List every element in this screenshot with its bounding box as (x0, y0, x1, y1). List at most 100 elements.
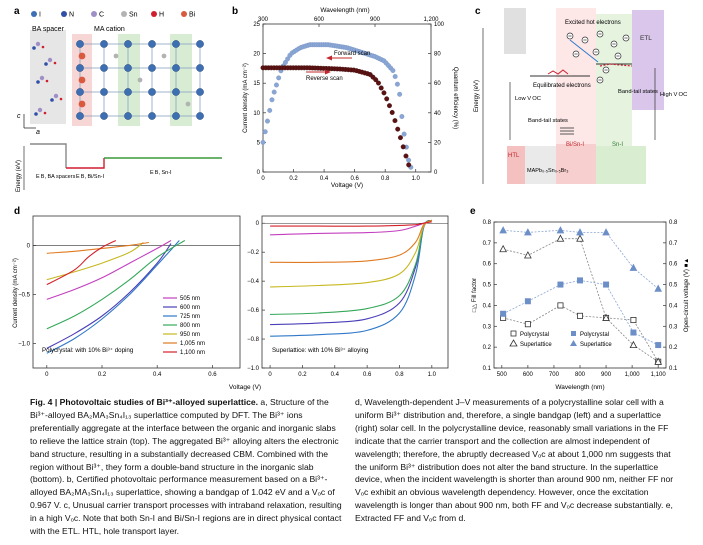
ff-poly-marker (557, 302, 564, 309)
y-tick-label-d-right: 0 (256, 221, 260, 227)
band-tail-left-label: Band-tail states (528, 118, 568, 124)
jv-curve-left-1100nm (46, 240, 117, 286)
x-tick-label-b: 0 (261, 176, 265, 182)
ff-super-marker (654, 357, 663, 365)
y-left-title-e: □△ Fill factor (472, 278, 478, 312)
jv-point (387, 103, 392, 109)
eqe-point (262, 129, 268, 135)
voc-super-marker (499, 226, 507, 234)
ff-poly-marker (577, 312, 584, 319)
x-tick-label-d-left: 0.6 (208, 372, 217, 378)
iodine-atom (196, 88, 204, 96)
y-tick-label-b: 15 (253, 81, 260, 87)
y-right-tick-label-e: 0.6 (669, 262, 678, 268)
jv-curve-left-505nm (46, 240, 172, 300)
y-right-tick-label-b: 40 (434, 111, 441, 117)
carbon-atom (37, 107, 43, 113)
y-right-tick-label-b: 60 (434, 81, 441, 87)
panel-a-label: a (14, 6, 20, 17)
reverse-arrow-head (325, 69, 331, 75)
voc-super-marker (524, 228, 532, 236)
hydrogen-atom (41, 45, 45, 49)
top-tick-label-b: 1,200 (423, 17, 439, 23)
eqe-point (276, 75, 282, 81)
jv-point (384, 96, 390, 102)
voc-poly-marker (655, 342, 662, 349)
eqe-point (406, 157, 412, 163)
ff-super-marker (576, 234, 584, 242)
panel-c: c Energy (eV) Excited hot electrons ETL … (474, 6, 687, 184)
x-tick-label-b: 0.6 (350, 176, 359, 182)
x-tick-label-b: 0.8 (381, 176, 390, 182)
y-tick-label-d-right: −0.6 (247, 308, 260, 314)
y-right-tick-label-b: 100 (434, 22, 445, 28)
caption-left: Fig. 4 | Photovoltaic studies of Bi³⁺-al… (30, 396, 342, 538)
panel-d-left-series (46, 240, 186, 354)
jv-curve-right-1100nm (270, 221, 432, 227)
panel-d-legend: 505 nm 600 nm 725 nm 800 nm 950 nm 1,005 nm 1,… (163, 296, 205, 356)
voc-poly-marker (557, 281, 564, 288)
x-tick-label-d-left: 0.2 (98, 372, 107, 378)
voc-super-marker (654, 284, 663, 292)
tin-atom (161, 53, 167, 59)
htl-label: HTL (508, 153, 520, 159)
y-tick-label-d-right: −0.8 (247, 337, 260, 343)
ff-super-marker (602, 313, 610, 321)
eqe-point (271, 89, 277, 95)
jv-curve-right-1005nm (270, 219, 433, 263)
panel-e-legend: Polycrystal Superlattice Polycrystal Sup… (509, 330, 612, 348)
legend-atom-i-icon (31, 11, 37, 17)
iodine-atom (148, 40, 156, 48)
legend-label-1: 600 nm (180, 305, 200, 311)
iodine-atom (196, 112, 204, 120)
jv-point (406, 162, 412, 168)
x-title-e: Wavelength (nm) (555, 384, 604, 391)
bi-sn-vb-block (556, 144, 596, 184)
iodine-atom (148, 112, 156, 120)
jv-point (395, 126, 401, 132)
y-right-tick-label-b: 80 (434, 52, 441, 58)
forward-arrow-head (326, 55, 332, 61)
iodine-atom (100, 112, 108, 120)
eqe-point (401, 131, 407, 137)
gray-cb-block (504, 8, 526, 54)
e-bi-sn-label: E B, Bi/Sn-I (76, 174, 104, 180)
legend-label-3: 800 nm (180, 323, 200, 329)
x-tick-label-b: 0.4 (320, 176, 329, 182)
jv-point (403, 153, 409, 159)
ff-poly-marker (524, 321, 531, 328)
iodine-atom (100, 40, 108, 48)
crystal-structure (32, 40, 204, 120)
y-tick-label-b: 0 (257, 170, 261, 176)
caption-left-body: a, Structure of the Bi³⁺-alloyed BA₂MA₃S… (30, 397, 342, 537)
legend-atom-bi-icon (181, 11, 187, 17)
caption-right-body: d, Wavelength-dependent J–V measurements… (355, 397, 674, 524)
eqe-point (399, 114, 405, 119)
legend-atom-c-icon (91, 11, 97, 17)
iodine-atom (148, 88, 156, 96)
mapb-label: MAPb₀.₅Sn₀.₅Br₃ (527, 168, 569, 174)
jv-curve-left-725nm (46, 240, 180, 354)
sn-region-band-1 (118, 34, 140, 126)
excited-label: Excited hot electrons (565, 20, 621, 26)
electron-symbols (566, 30, 630, 84)
voc-poly-marker (577, 277, 584, 284)
legend-atom-bi-label: Bi (189, 12, 196, 19)
ff-super-marker (524, 251, 532, 259)
legend-super-ff-label: Superlattice (520, 342, 552, 348)
y-tick-label-e: 0.6 (483, 262, 492, 268)
iodine-atom (100, 88, 108, 96)
low-voc-label: Low V OC (515, 96, 541, 102)
jv-point (376, 80, 381, 86)
x-tick-label-e: 500 (497, 372, 508, 378)
eqe-point (273, 82, 279, 88)
hydrogen-atom (59, 97, 63, 101)
htl-block (507, 146, 525, 184)
hydrogen-atom (53, 61, 57, 65)
energy-axis-title-c: Energy (eV) (474, 80, 480, 112)
band-tail-right-label: Band-tail states (618, 89, 658, 95)
y-right-tick-label-e: 0.1 (669, 366, 678, 372)
sn-vb-block (596, 146, 646, 184)
top-tick-label-b: 900 (370, 17, 381, 23)
eqe-point (282, 60, 288, 65)
